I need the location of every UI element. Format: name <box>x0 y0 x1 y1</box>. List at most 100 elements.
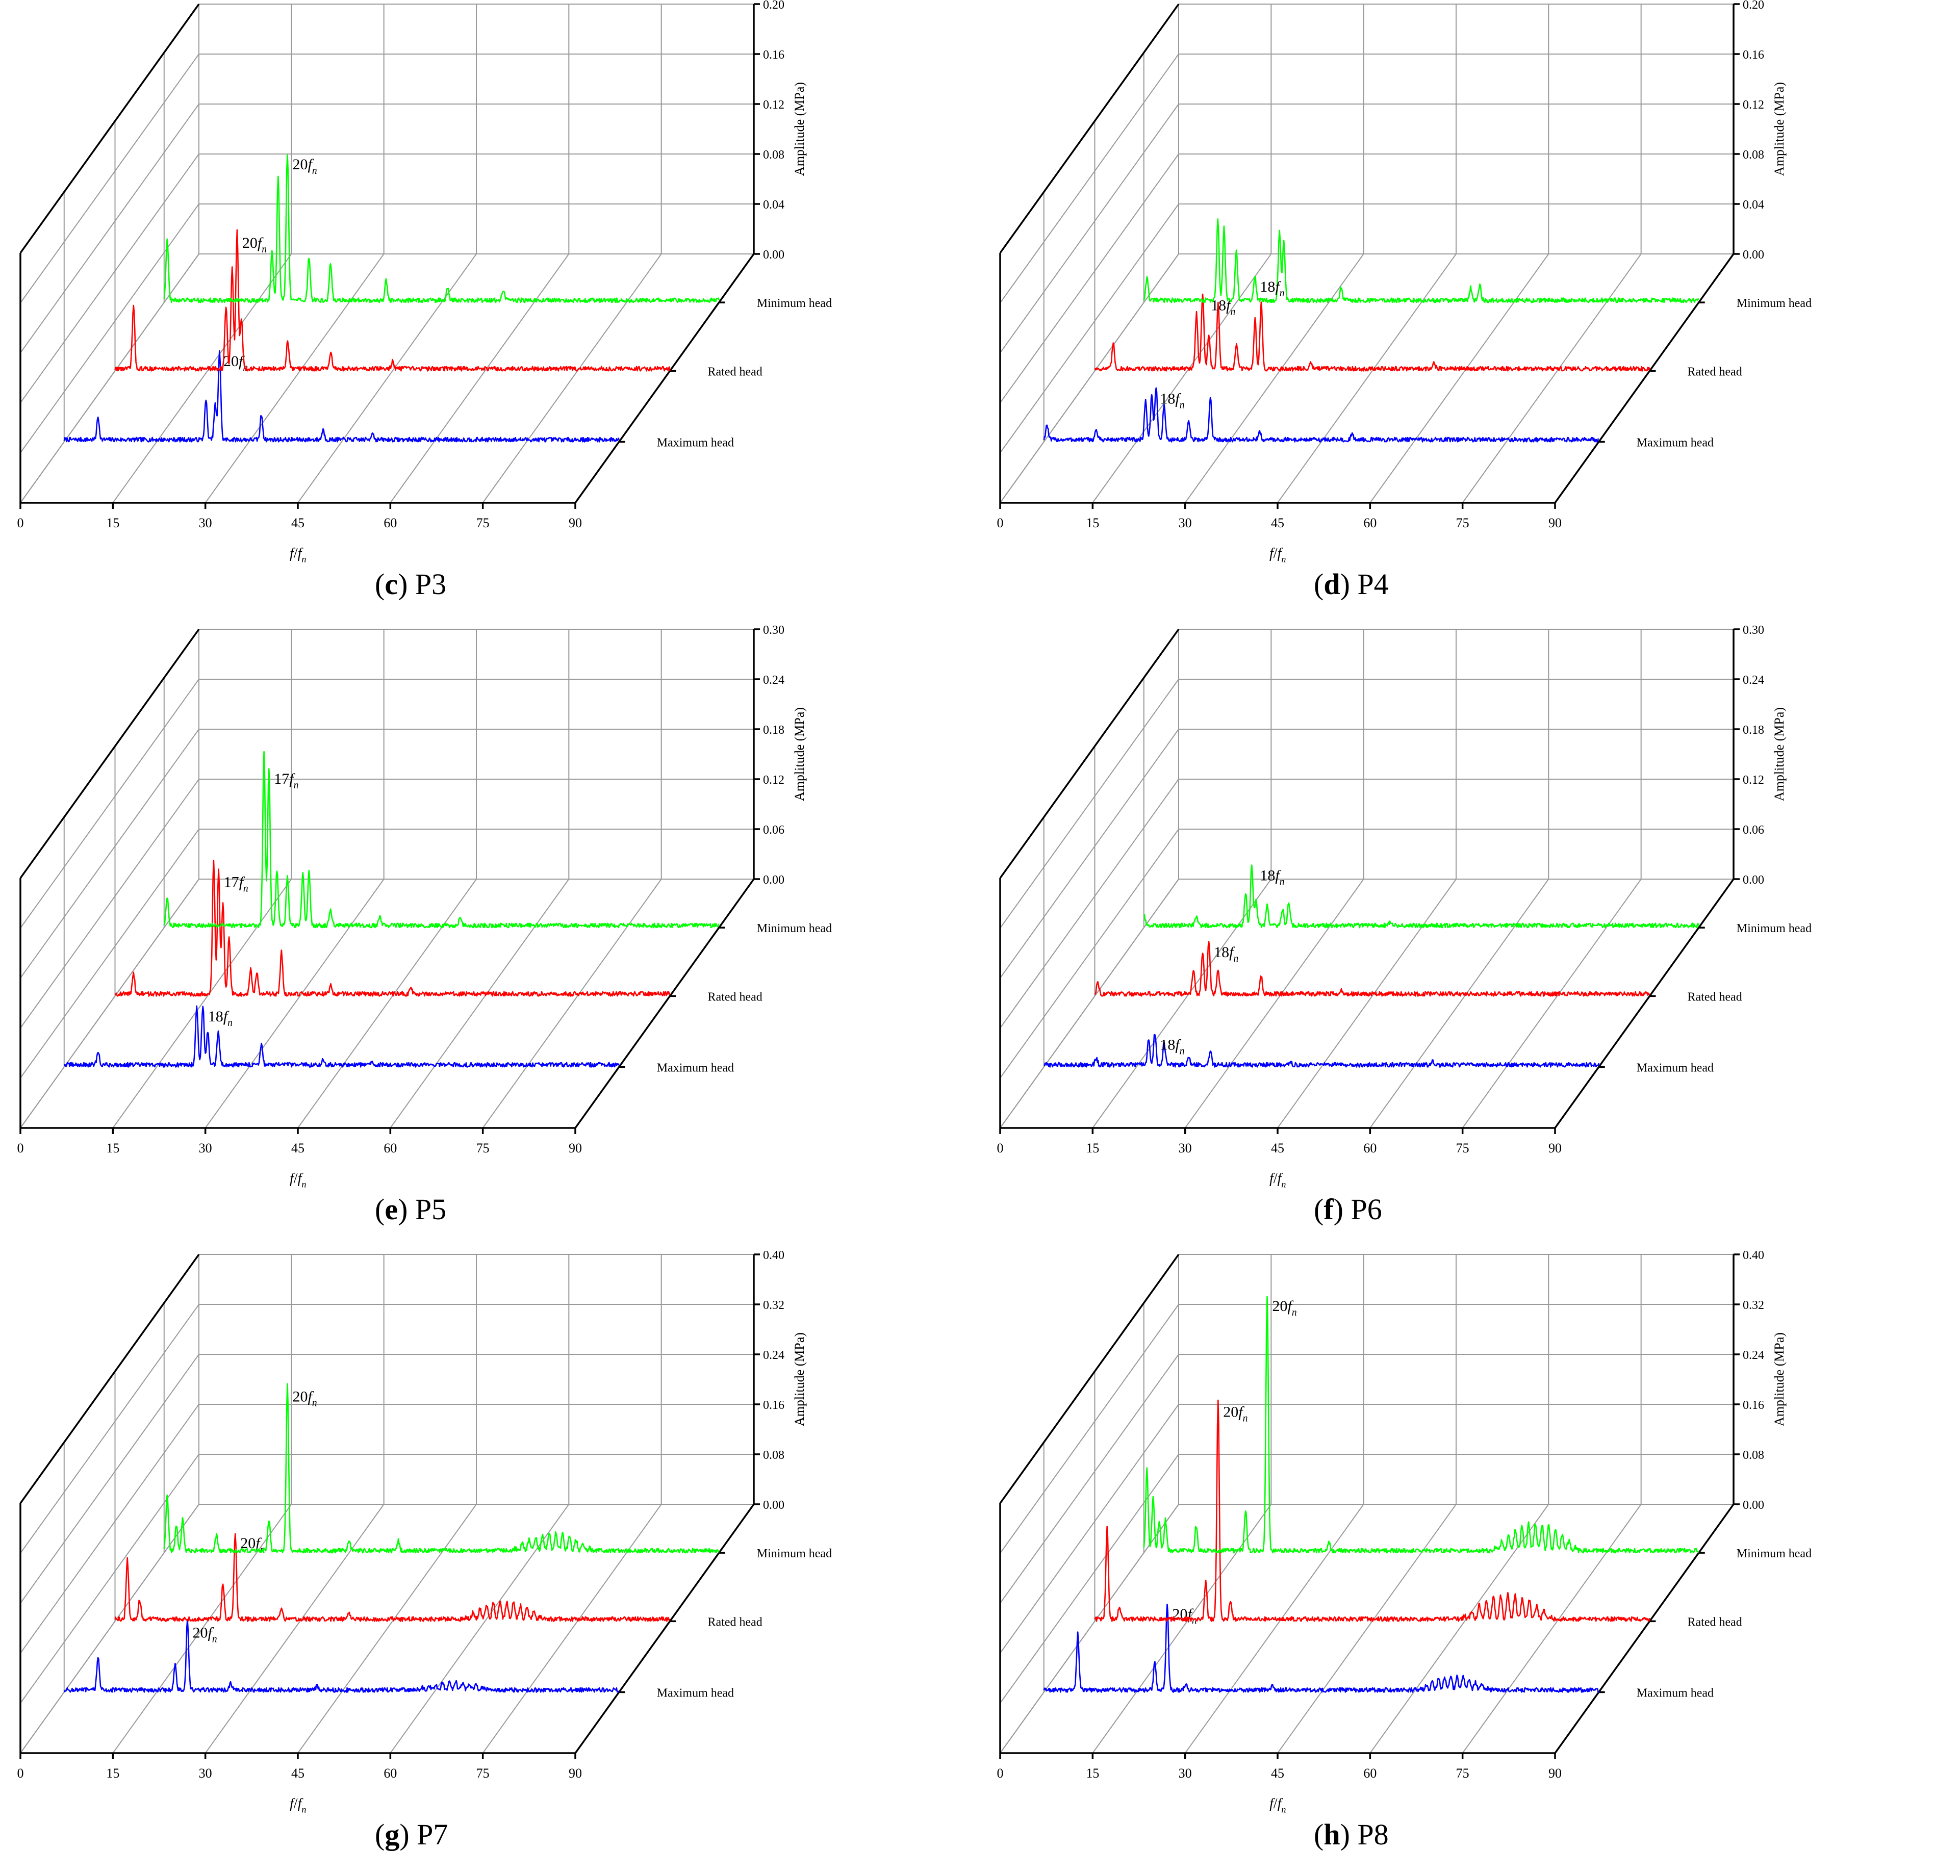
grid <box>20 1254 754 1754</box>
side-wall-grid-line <box>20 1354 199 1604</box>
caption-label: P7 <box>417 1818 448 1851</box>
series-legend-minimum-head: Minimum head <box>1737 297 1812 310</box>
series-line-maximum-head <box>1043 1603 1599 1693</box>
caption-letter: d <box>1323 568 1340 601</box>
top-left-edge <box>19 1253 200 1504</box>
z-axis-label: Amplitude (MPa) <box>792 707 807 801</box>
z-tick-label: 0.00 <box>763 1499 784 1512</box>
floor-grid-line <box>1369 1504 1549 1754</box>
axis-frame <box>999 1253 1740 1759</box>
x-tick-label: 60 <box>1363 1141 1377 1155</box>
caption-open-paren: ( <box>1314 1193 1324 1226</box>
x-tick-label: 90 <box>1548 1141 1562 1155</box>
floor-grid-line <box>205 879 385 1128</box>
z-tick-label: 0.16 <box>1743 1399 1764 1412</box>
x-tick-label: 90 <box>569 1766 582 1781</box>
floor-grid-line <box>1462 253 1642 503</box>
peak-annotation: 20fn <box>1223 1404 1248 1424</box>
side-wall-grid-line <box>20 1304 199 1554</box>
caption-close-paren: ) <box>398 1193 415 1226</box>
side-wall-grid-line <box>20 104 199 353</box>
series-line-minimum-head <box>163 1383 720 1554</box>
chart-svg-d: 0 15 30 45 60 75 90 f/fn 0.00 0.04 0.08 0.12 0.16 0.2… <box>997 0 1812 564</box>
peak-annotation: 18fn <box>1214 944 1238 964</box>
series-legend-maximum-head: Maximum head <box>1637 436 1714 449</box>
z-tick-label: 0.06 <box>763 824 784 837</box>
series-legend-minimum-head: Minimum head <box>1737 1547 1812 1560</box>
z-tick-label: 0.08 <box>1743 1449 1764 1462</box>
peak-annotation: 20fn <box>1173 1606 1197 1626</box>
x-axis-label: f/fn <box>290 1171 306 1189</box>
depth-axis-line <box>1554 878 1735 1129</box>
side-wall-grid-line <box>20 829 199 1078</box>
series-line-rated-head <box>1094 941 1650 997</box>
series-legend-minimum-head: Minimum head <box>757 922 832 935</box>
floor-grid-line <box>1277 253 1457 503</box>
x-axis-label: f/fn <box>1269 546 1286 564</box>
z-tick-label: 0.08 <box>1743 148 1764 162</box>
x-tick-label: 30 <box>199 1766 212 1781</box>
z-axis-label: Amplitude (MPa) <box>792 82 807 176</box>
caption-open-paren: ( <box>375 1818 385 1851</box>
chart-svg-f: 0 15 30 45 60 75 90 f/fn 0.00 0.06 0.12 0.18 0.24 0.3… <box>997 625 1812 1189</box>
series-legend-rated-head: Rated head <box>1688 990 1742 1004</box>
floor-grid-line <box>1184 879 1364 1128</box>
floor-grid-line <box>1092 879 1272 1128</box>
peak-annotation: 18fn <box>1160 1036 1184 1057</box>
x-tick-label: 15 <box>106 1141 119 1155</box>
side-wall-grid-line <box>1000 1304 1179 1554</box>
x-tick-label: 45 <box>1271 516 1284 530</box>
floor-grid-line <box>112 879 292 1128</box>
series-legend-maximum-head: Maximum head <box>1637 1061 1714 1074</box>
z-tick-label: 0.24 <box>1743 1349 1764 1362</box>
chart-panel-d: 0 15 30 45 60 75 90 f/fn 0.00 0.04 0.08 0.12 0.16 0.2… <box>980 0 1959 625</box>
z-tick-label: 0.12 <box>763 98 784 112</box>
floor-grid-line <box>205 1504 385 1754</box>
x-tick-label: 30 <box>199 1141 212 1155</box>
x-tick-label: 60 <box>384 1766 397 1781</box>
series-line-rated-head <box>115 860 671 997</box>
x-tick-label: 30 <box>1179 516 1192 530</box>
side-wall-grid-line <box>20 153 199 403</box>
x-axis-label: f/fn <box>290 1796 306 1814</box>
chart-svg-h: 0 15 30 45 60 75 90 f/fn 0.00 0.08 0.16 0.24 0.32 0.4… <box>997 1250 1812 1814</box>
floor-grid-line <box>1092 1504 1272 1754</box>
caption-open-paren: ( <box>375 568 385 601</box>
side-wall-grid-line <box>1000 153 1179 403</box>
grid <box>20 629 754 1128</box>
floor-grid-line <box>1277 879 1457 1128</box>
caption-label: P4 <box>1357 568 1389 601</box>
floor-grid-line <box>112 253 292 503</box>
side-wall-grid-line <box>20 1404 199 1654</box>
z-tick-label: 0.04 <box>1743 198 1764 212</box>
x-tick-label: 45 <box>291 516 304 530</box>
series-legend-rated-head: Rated head <box>1688 365 1742 378</box>
side-wall-grid-line <box>1000 54 1179 303</box>
series-line-rated-head <box>114 1533 671 1622</box>
z-tick-label: 0.08 <box>763 1449 784 1462</box>
depth-axis-line <box>574 253 755 504</box>
peak-annotation: 20fn <box>293 1389 317 1409</box>
caption-close-paren: ) <box>1340 1818 1358 1851</box>
grid <box>1000 629 1734 1128</box>
z-tick-label: 0.12 <box>1743 98 1764 112</box>
series-legend-rated-head: Rated head <box>708 990 762 1004</box>
top-left-edge <box>19 3 200 254</box>
floor-grid-line <box>482 1504 662 1754</box>
z-axis-label: Amplitude (MPa) <box>1772 82 1787 176</box>
z-tick-label: 0.24 <box>763 674 784 687</box>
series-line-rated-head <box>1094 1399 1650 1622</box>
z-tick-label: 0.32 <box>763 1299 784 1312</box>
caption-close-paren: ) <box>1333 1193 1351 1226</box>
z-tick-label: 0.30 <box>1743 625 1764 637</box>
series-line-minimum-head <box>1143 218 1699 303</box>
depth-axis-line <box>574 1503 755 1754</box>
x-tick-label: 0 <box>997 1141 1004 1155</box>
side-wall-grid-line <box>1000 1454 1179 1704</box>
series-legend-maximum-head: Maximum head <box>657 436 734 449</box>
z-tick-label: 0.30 <box>763 625 784 637</box>
floor-grid-line <box>1184 1504 1364 1754</box>
series-line-maximum-head <box>63 350 620 443</box>
z-tick-label: 0.24 <box>763 1349 784 1362</box>
series-line-rated-head <box>114 229 671 372</box>
